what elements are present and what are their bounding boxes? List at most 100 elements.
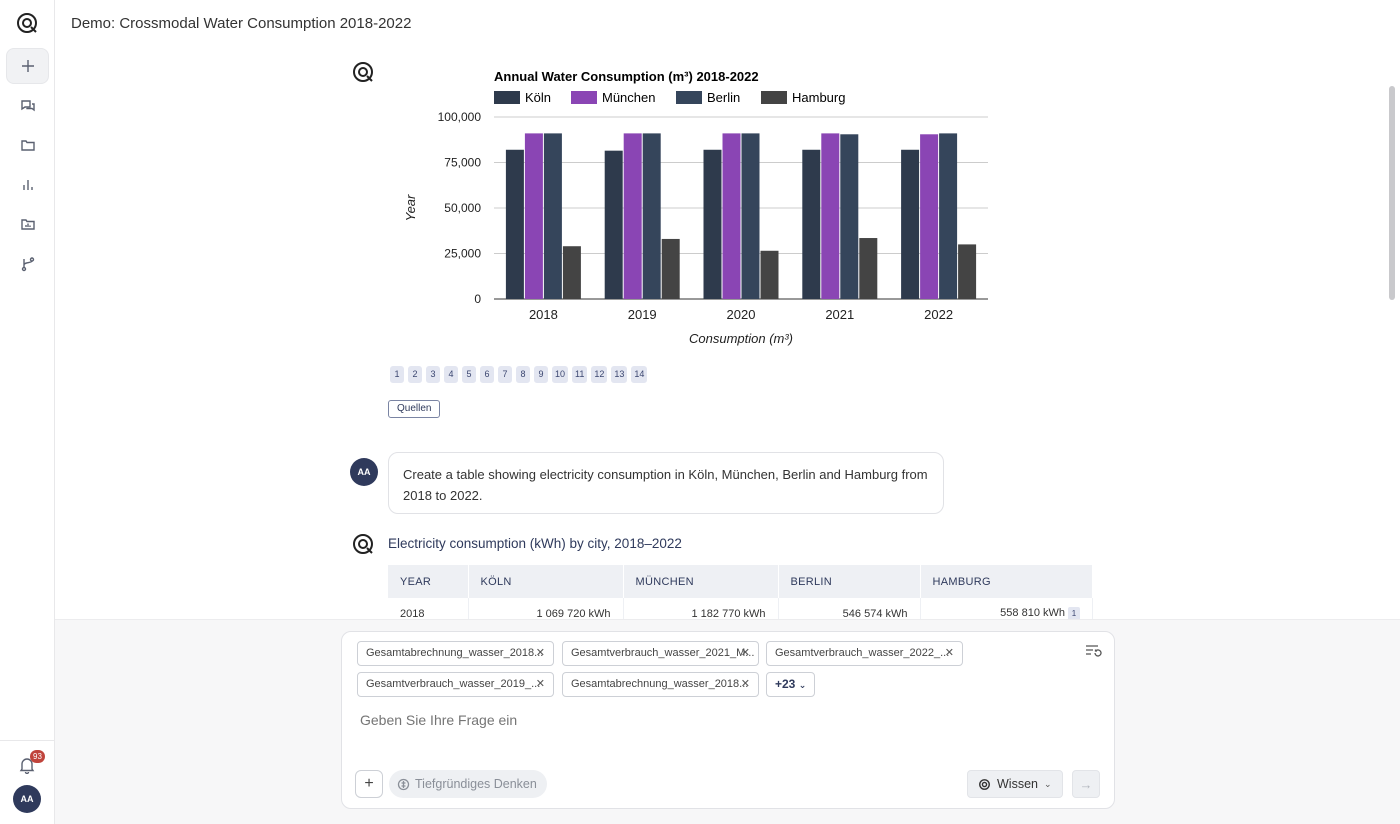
file-chip-label: Gesamtverbrauch_wasser_2022_... [775, 647, 950, 659]
bar-berlin-2020[interactable] [741, 133, 760, 299]
citation-badge[interactable]: 7 [498, 366, 512, 383]
bar-köln-2022[interactable] [901, 149, 920, 299]
citation-badge[interactable]: 1 [1068, 607, 1080, 622]
file-chip-label: Gesamtabrechnung_wasser_2018... [571, 678, 749, 690]
bar-berlin-2019[interactable] [642, 133, 661, 299]
close-icon[interactable]: ✕ [535, 678, 545, 690]
rail-divider [0, 740, 55, 741]
user-message: Create a table showing electricity consu… [388, 452, 944, 514]
close-icon[interactable]: ✕ [944, 647, 954, 659]
user-avatar[interactable]: AA [13, 785, 41, 813]
bar-berlin-2018[interactable] [543, 133, 562, 299]
data-button[interactable] [6, 206, 49, 242]
user-message-avatar: AA [350, 458, 378, 486]
bar-berlin-2021[interactable] [840, 134, 859, 299]
new-chat-button[interactable] [6, 48, 49, 84]
workflows-button[interactable] [6, 246, 49, 282]
citation-badge[interactable]: 10 [552, 366, 569, 383]
file-chip[interactable]: Gesamtverbrauch_wasser_2019_... ✕ [357, 672, 554, 697]
plus-icon: + [364, 775, 374, 792]
y-tick-label: 100,000 [438, 110, 482, 124]
send-button[interactable]: → [1072, 770, 1100, 798]
citation-badge[interactable]: 3 [426, 366, 440, 383]
citation-badge[interactable]: 4 [444, 366, 458, 383]
bar-berlin-2022[interactable] [939, 133, 958, 299]
branch-icon [21, 257, 34, 272]
chevron-down-icon: ⌄ [798, 680, 807, 690]
close-icon[interactable]: ✕ [535, 647, 545, 659]
knowledge-icon [979, 778, 990, 790]
notifications-badge: 93 [30, 750, 45, 763]
chevron-down-icon: ⌄ [1043, 778, 1052, 789]
column-header-year[interactable]: YEAR [388, 565, 469, 598]
bar-münchen-2018[interactable] [524, 133, 543, 299]
bar-münchen-2019[interactable] [623, 133, 642, 299]
citation-badge[interactable]: 1 [390, 366, 404, 383]
bar-köln-2019[interactable] [604, 150, 623, 299]
column-header-muenchen[interactable]: MÜNCHEN [623, 565, 779, 598]
more-files-label: +23 [775, 677, 796, 691]
citation-badge[interactable]: 5 [462, 366, 476, 383]
bar-hamburg-2021[interactable] [859, 238, 878, 299]
response-title: Electricity consumption (kWh) by city, 2… [388, 536, 682, 551]
file-chip[interactable]: Gesamtverbrauch_wasser_2021_M... ✕ [562, 641, 759, 666]
column-header-hamburg[interactable]: HAMBURG [920, 565, 1093, 598]
close-icon[interactable]: ✕ [740, 647, 750, 659]
analytics-button[interactable] [6, 167, 49, 203]
bar-hamburg-2018[interactable] [562, 246, 581, 299]
legend-swatch [676, 91, 702, 104]
bar-köln-2018[interactable] [505, 149, 524, 299]
citation-badge[interactable]: 8 [516, 366, 530, 383]
bar-hamburg-2022[interactable] [958, 244, 977, 299]
y-tick-label: 25,000 [444, 247, 481, 261]
file-chip[interactable]: Gesamtverbrauch_wasser_2022_... ✕ [766, 641, 963, 666]
column-header-koeln[interactable]: KÖLN [468, 565, 624, 598]
bar-köln-2021[interactable] [802, 149, 821, 299]
cell-hamburg: 558 810 kWh [1000, 607, 1065, 620]
question-input[interactable] [360, 712, 1060, 728]
legend-swatch [571, 91, 597, 104]
bar-münchen-2020[interactable] [722, 133, 741, 299]
table-header-row: YEAR KÖLN MÜNCHEN BERLIN HAMBURG [388, 565, 1093, 598]
bar-hamburg-2020[interactable] [760, 250, 779, 299]
notifications-bell-icon[interactable] [18, 756, 36, 775]
more-files-button[interactable]: +23 ⌄ [766, 672, 816, 697]
y-tick-label: 0 [474, 292, 481, 306]
scrollbar[interactable] [1389, 86, 1395, 300]
citation-badge[interactable]: 12 [591, 366, 608, 383]
chat-icon [20, 100, 35, 112]
x-tick-label: 2022 [924, 307, 953, 322]
knowledge-mode-dropdown[interactable]: Wissen ⌄ [967, 770, 1063, 798]
citation-badge[interactable]: 14 [631, 366, 648, 383]
citation-badge[interactable]: 9 [534, 366, 548, 383]
chats-button[interactable] [6, 88, 49, 124]
assistant-logo-icon [352, 533, 374, 555]
citation-badge[interactable]: 13 [611, 366, 628, 383]
water-consumption-chart: Annual Water Consumption (m³) 2018-2022 … [400, 62, 1000, 357]
data-folder-icon [20, 219, 35, 230]
citation-badge[interactable]: 11 [572, 366, 588, 383]
column-header-berlin[interactable]: BERLIN [778, 565, 921, 598]
legend-label: Köln [525, 90, 551, 105]
app-logo-icon[interactable] [16, 12, 38, 34]
file-chip[interactable]: Gesamtabrechnung_wasser_2018... ✕ [357, 641, 554, 666]
bar-münchen-2021[interactable] [821, 133, 840, 299]
citation-badge[interactable]: 6 [480, 366, 494, 383]
folders-button[interactable] [6, 127, 49, 163]
bar-münchen-2022[interactable] [920, 134, 939, 299]
bar-hamburg-2019[interactable] [661, 238, 680, 299]
citation-badge[interactable]: 2 [408, 366, 422, 383]
arrow-right-icon: → [1079, 776, 1093, 792]
bar-chart-icon [22, 180, 33, 190]
deep-thinking-toggle[interactable]: Tiefgründiges Denken [389, 770, 547, 798]
legend-swatch [761, 91, 787, 104]
bar-köln-2020[interactable] [703, 149, 722, 299]
folder-icon [20, 140, 35, 151]
add-attachment-button[interactable]: + [355, 770, 383, 798]
file-chip[interactable]: Gesamtabrechnung_wasser_2018... ✕ [562, 672, 759, 697]
close-icon[interactable]: ✕ [740, 678, 750, 690]
x-tick-label: 2021 [825, 307, 854, 322]
sources-button[interactable]: Quellen [388, 400, 441, 418]
legend-label: Berlin [707, 90, 740, 105]
history-filter-icon[interactable] [1084, 642, 1102, 660]
